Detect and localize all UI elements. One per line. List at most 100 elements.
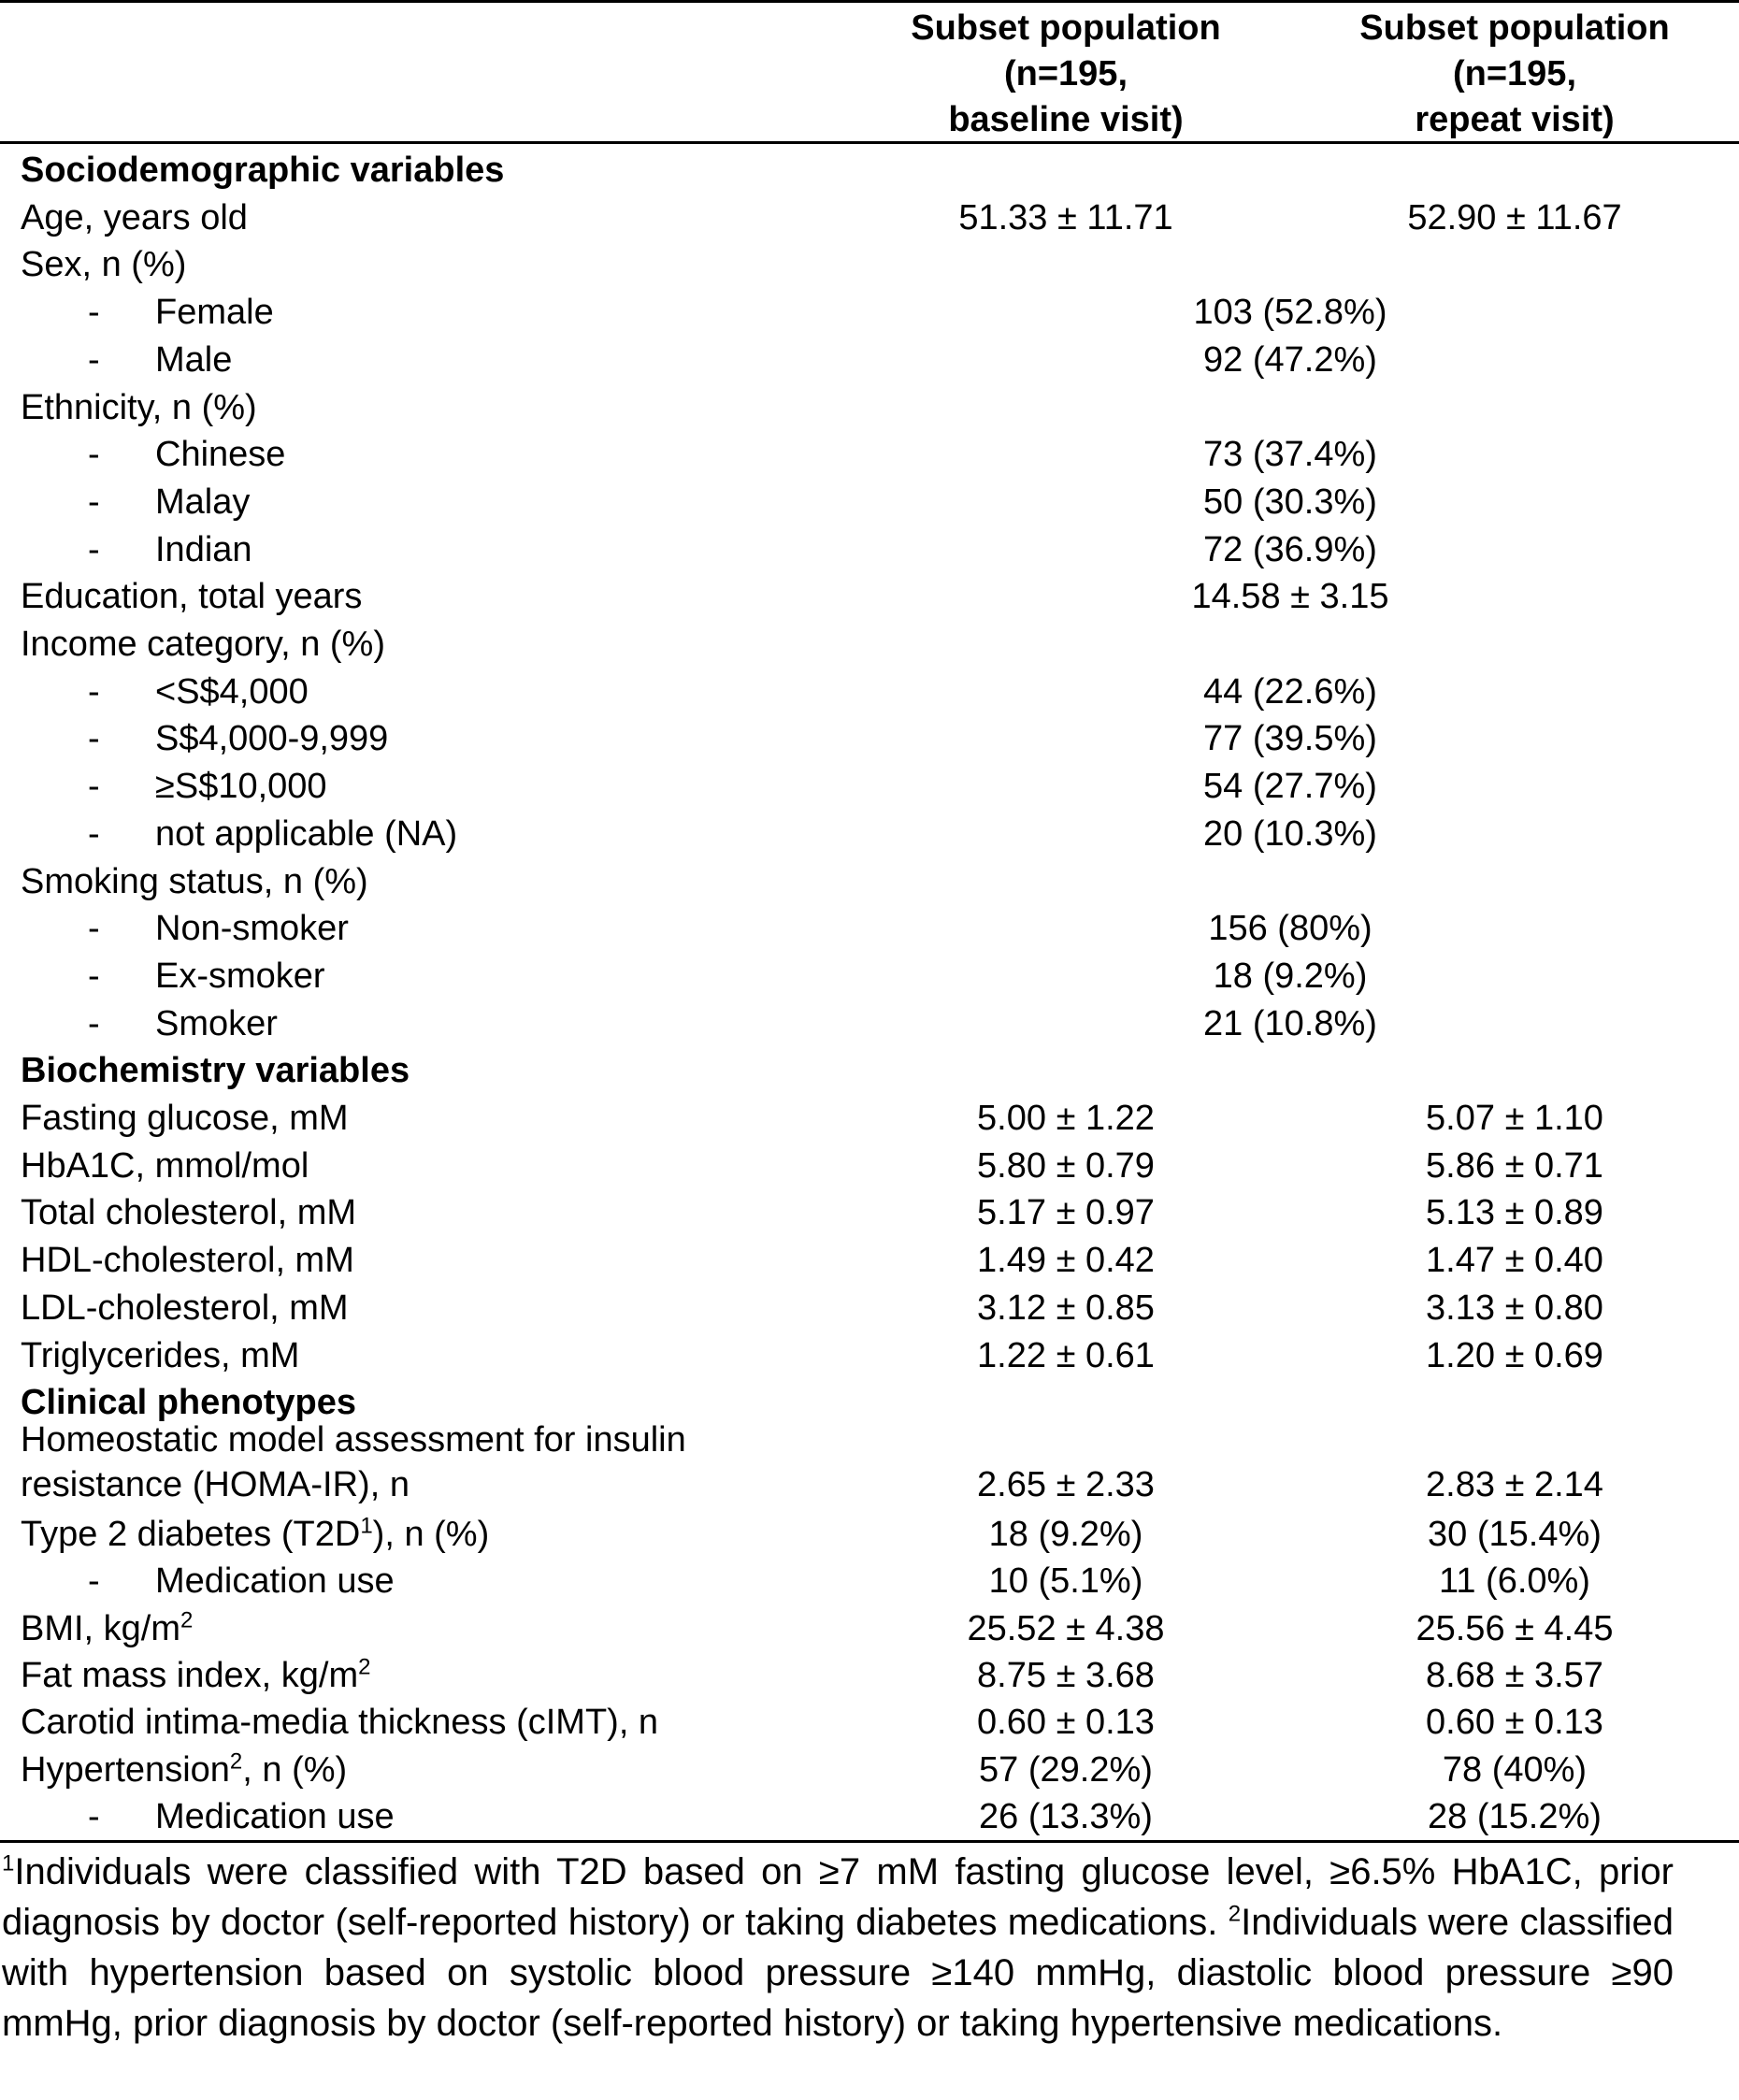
row-label-text: Clinical phenotypes — [21, 1383, 356, 1423]
top-rule — [0, 0, 1739, 3]
table-row: Fat mass index, kg/m2 8.75 ± 3.68 8.68 ± 3… — [0, 1652, 1739, 1699]
row-label-text: Male — [155, 339, 233, 380]
table-row: BMI, kg/m2 25.52 ± 4.38 25.56 ± 4.45 — [0, 1605, 1739, 1652]
baseline-value: 8.75 ± 3.68 — [977, 1655, 1155, 1695]
row-label: Indian — [155, 526, 252, 573]
table-row: Fasting glucose, mM 5.00 ± 1.22 5.07 ± 1.1… — [0, 1095, 1739, 1142]
merged-value: 54 (27.7%) — [1203, 767, 1377, 807]
row-label: BMI, kg/m2 — [21, 1605, 193, 1652]
row-label-text: Total cholesterol, mM — [21, 1193, 357, 1233]
homa-label-line1: Homeostatic model assessment for insulin — [21, 1420, 686, 1460]
table-row: Total cholesterol, mM 5.17 ± 0.97 5.13 ± 0… — [0, 1189, 1739, 1236]
row-label: Income category, n (%) — [21, 621, 385, 668]
merged-value: 73 (37.4%) — [1203, 435, 1377, 475]
row-label: <S$4,000 — [155, 669, 309, 715]
row-label-text: Medication use — [155, 1561, 395, 1602]
row-label: Carotid intima-media thickness (cIMT), n — [21, 1699, 658, 1746]
row-label: Fat mass index, kg/m2 — [21, 1652, 370, 1699]
bullet-dash: - — [88, 719, 100, 759]
row-label: Age, years old — [21, 194, 248, 241]
row-label-text: Age, years old — [21, 197, 248, 237]
merged-value: 72 (36.9%) — [1203, 529, 1377, 569]
footnote-marker: 2 — [358, 1654, 371, 1680]
table-row: - not applicable (NA) 20 (10.3%) — [0, 811, 1739, 857]
footnote-marker: 2 — [180, 1606, 194, 1633]
column-header-repeat: Subset population (n=195, repeat visit) — [1295, 6, 1734, 143]
footnote-marker: 1 — [2, 1850, 15, 1877]
footnote-text: Individuals were classified with T2D bas… — [2, 1851, 1674, 1943]
column-header-baseline: Subset population (n=195, baseline visit… — [846, 6, 1286, 143]
row-label-text: Fasting glucose, mM — [21, 1099, 349, 1138]
repeat-value: 30 (15.4%) — [1428, 1515, 1602, 1554]
baseline-value: 5.80 ± 0.79 — [977, 1145, 1155, 1186]
bullet-dash: - — [88, 1003, 100, 1043]
baseline-value: 26 (13.3%) — [979, 1796, 1153, 1836]
row-label-text: Smoker — [155, 1003, 278, 1043]
row-label-text: Biochemistry variables — [21, 1051, 410, 1091]
row-label: Smoker — [155, 1000, 278, 1047]
table-row: LDL-cholesterol, mM 3.12 ± 0.85 3.13 ± 0.8… — [0, 1285, 1739, 1331]
merged-value: 21 (10.8%) — [1203, 1003, 1377, 1043]
section-heading: Clinical phenotypes — [21, 1379, 356, 1426]
table-row-homa: resistance (HOMA-IR), n 2.65 ± 2.33 2.83… — [0, 1461, 1739, 1508]
row-label: Hypertension2, n (%) — [21, 1747, 347, 1793]
row-label-text: BMI, kg/m — [21, 1608, 181, 1648]
row-label-text: Indian — [155, 529, 252, 569]
row-label: not applicable (NA) — [155, 811, 457, 857]
table-row: Type 2 diabetes (T2D1), n (%) 18 (9.2%) 30… — [0, 1511, 1739, 1558]
row-label: Total cholesterol, mM — [21, 1189, 356, 1236]
row-label: Type 2 diabetes (T2D1), n (%) — [21, 1511, 489, 1558]
table-row: Carotid intima-media thickness (cIMT), n… — [0, 1699, 1739, 1746]
merged-value: 77 (39.5%) — [1203, 719, 1377, 759]
repeat-value: 52.90 ± 11.67 — [1407, 197, 1622, 237]
baseline-value: 25.52 ± 4.38 — [967, 1608, 1165, 1648]
row-label-text: Smoking status, n (%) — [21, 861, 368, 901]
header-line: Subset population — [911, 8, 1221, 48]
header-line: (n=195, — [1452, 54, 1577, 93]
repeat-value: 5.86 ± 0.71 — [1426, 1145, 1603, 1186]
baseline-value: 1.22 ± 0.61 — [977, 1335, 1155, 1375]
repeat-value: 2.83 ± 2.14 — [1426, 1465, 1603, 1504]
header-line: (n=195, — [1003, 54, 1128, 93]
bullet-dash: - — [88, 1561, 100, 1602]
repeat-value: 1.47 ± 0.40 — [1426, 1241, 1603, 1281]
table-row: - Ex-smoker 18 (9.2%) — [0, 953, 1739, 1000]
repeat-value: 25.56 ± 4.45 — [1416, 1608, 1614, 1648]
table-row: - Chinese 73 (37.4%) — [0, 431, 1739, 478]
row-label: S$4,000-9,999 — [155, 715, 388, 762]
row-label-text: Ethnicity, n (%) — [21, 387, 257, 427]
merged-value: 156 (80%) — [1208, 909, 1373, 949]
bullet-dash: - — [88, 293, 100, 333]
row-label-text: Medication use — [155, 1796, 395, 1836]
row-label-text: Triglycerides, mM — [21, 1335, 300, 1375]
merged-value: 18 (9.2%) — [1213, 956, 1368, 996]
row-label-tail: ), n (%) — [372, 1515, 490, 1554]
row-label-text: Fat mass index, kg/m — [21, 1655, 359, 1695]
footnote-marker: 2 — [229, 1748, 243, 1774]
table-row: Smoking status, n (%) — [0, 858, 1739, 905]
row-label-text: Sex, n (%) — [21, 245, 187, 285]
bullet-dash: - — [88, 671, 100, 712]
header-line: Subset population — [1359, 8, 1670, 48]
row-label-text: Chinese — [155, 435, 286, 475]
table-row: - Indian 72 (36.9%) — [0, 526, 1739, 573]
table-section-row: Sociodemographic variables — [0, 147, 1739, 194]
row-label-text: Income category, n (%) — [21, 625, 386, 664]
row-label-text: not applicable (NA) — [155, 813, 458, 854]
table-section-row: Biochemistry variables — [0, 1047, 1739, 1094]
header-line: baseline visit) — [948, 100, 1184, 139]
row-label: Male — [155, 337, 232, 383]
bullet-dash: - — [88, 529, 100, 569]
row-label-text: Ex-smoker — [155, 956, 325, 996]
table-row: - Smoker 21 (10.8%) — [0, 1000, 1739, 1047]
table-row: - Non-smoker 156 (80%) — [0, 905, 1739, 952]
bullet-dash: - — [88, 813, 100, 854]
table-row: Income category, n (%) — [0, 621, 1739, 668]
table-row: HbA1C, mmol/mol 5.80 ± 0.79 5.86 ± 0.71 — [0, 1143, 1739, 1189]
row-label: Female — [155, 289, 274, 336]
section-heading: Sociodemographic variables — [21, 147, 504, 194]
table-row: - Female 103 (52.8%) — [0, 289, 1739, 336]
baseline-value: 57 (29.2%) — [979, 1749, 1153, 1790]
merged-value: 44 (22.6%) — [1203, 671, 1377, 712]
table-row: Age, years old 51.33 ± 11.71 52.90 ± 11.67 — [0, 194, 1739, 241]
